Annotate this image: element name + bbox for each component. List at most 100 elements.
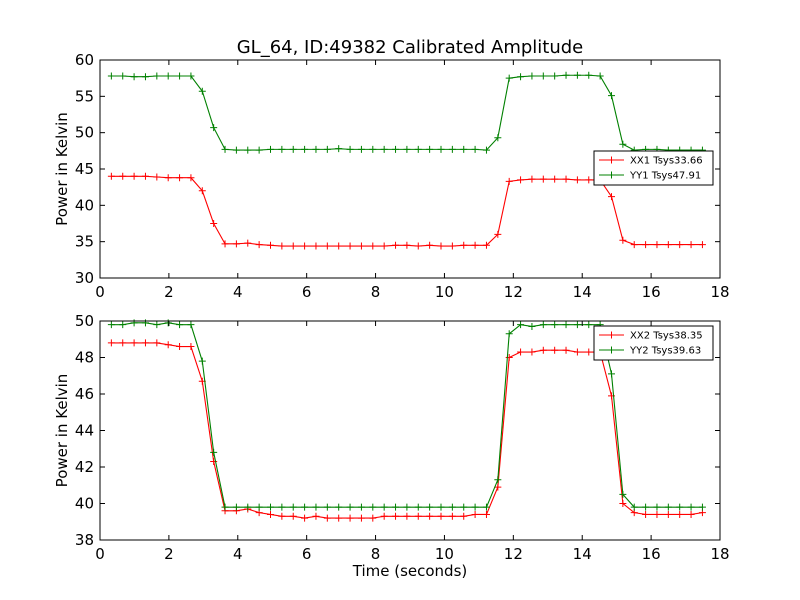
data-point (187, 321, 195, 329)
data-point (357, 514, 365, 522)
data-point (403, 145, 411, 153)
data-point (346, 503, 354, 511)
data-point (676, 241, 684, 249)
y-tick-label: 40 (75, 495, 94, 513)
data-point (494, 476, 502, 484)
data-point (642, 503, 650, 511)
x-tick-label: 8 (371, 545, 381, 563)
x-tick-label: 12 (504, 283, 523, 301)
data-point (528, 175, 536, 183)
data-point (267, 241, 274, 249)
data-point (380, 242, 388, 250)
data-point (312, 512, 320, 520)
data-point (426, 145, 434, 153)
data-point (255, 503, 263, 511)
data-point (687, 510, 695, 518)
data-point (176, 321, 184, 329)
data-point (232, 503, 240, 511)
y-tick-label: 55 (75, 87, 94, 105)
data-point (141, 319, 149, 327)
data-point (119, 172, 127, 180)
data-point (312, 242, 320, 250)
data-point (482, 146, 490, 154)
data-point (653, 503, 661, 511)
data-point (107, 321, 115, 329)
y-tick-label: 50 (75, 312, 94, 330)
data-point (107, 339, 115, 347)
x-axis-label: Time (seconds) (352, 562, 468, 580)
data-point (198, 357, 206, 365)
data-point (642, 510, 650, 518)
data-point (164, 319, 172, 327)
data-point (505, 74, 513, 82)
data-point (130, 172, 138, 180)
data-point (471, 241, 479, 249)
legend-box (593, 150, 714, 186)
data-point (414, 503, 422, 511)
data-point (517, 176, 525, 184)
data-point (539, 321, 547, 329)
data-point (562, 71, 570, 79)
data-point (346, 145, 354, 153)
data-point (494, 134, 502, 142)
data-point (426, 503, 434, 511)
data-point (596, 72, 604, 80)
x-tick-label: 14 (573, 283, 592, 301)
data-point (585, 321, 593, 329)
data-point (414, 145, 422, 153)
data-point (460, 145, 468, 153)
data-point (176, 72, 184, 80)
y-tick-label: 30 (75, 269, 94, 287)
data-point (289, 503, 297, 511)
data-point (573, 176, 581, 184)
y-tick-label: 45 (75, 160, 94, 178)
legend-label: XX1 Tsys33.66 (630, 156, 703, 167)
data-point (619, 490, 627, 498)
data-point (562, 175, 570, 183)
legend-box (593, 325, 714, 361)
data-point (608, 92, 615, 100)
data-point (164, 341, 172, 349)
x-tick-label: 2 (164, 283, 174, 301)
data-point (471, 145, 479, 153)
data-point (153, 173, 161, 181)
legend-marker (608, 171, 615, 179)
y-axis-label: Power in Kelvin (53, 374, 71, 488)
data-point (107, 172, 115, 180)
x-tick-label: 0 (95, 283, 105, 301)
data-point (141, 73, 149, 81)
data-point (539, 72, 547, 80)
data-point (232, 146, 240, 154)
data-point (141, 172, 149, 180)
data-point (141, 339, 149, 347)
x-tick-label: 6 (302, 283, 312, 301)
y-tick-label: 38 (75, 531, 94, 549)
data-point (312, 503, 320, 511)
data-point (619, 140, 627, 148)
data-point (278, 145, 286, 153)
data-point (210, 220, 218, 227)
legend-label: XX2 Tsys38.35 (630, 331, 703, 342)
data-point (210, 124, 218, 132)
data-point (369, 242, 377, 250)
data-point (346, 242, 354, 250)
data-point (437, 503, 445, 511)
data-point (221, 240, 229, 248)
data-point (369, 503, 377, 511)
y-tick-label: 42 (75, 458, 94, 476)
legend-marker (608, 156, 615, 164)
data-point (221, 503, 229, 511)
x-tick-label: 16 (642, 283, 661, 301)
data-point (323, 242, 331, 250)
data-point (244, 146, 252, 154)
data-point (448, 503, 456, 511)
data-point (301, 514, 309, 522)
data-point (528, 322, 536, 330)
legend: XX2 Tsys38.35 YY2 Tsys39.63 (593, 325, 714, 361)
data-point (232, 240, 240, 248)
chart-title: GL_64, ID:49382 Calibrated Amplitude (237, 37, 584, 58)
legend-label: YY1 Tsys47.91 (629, 171, 701, 182)
data-point (608, 193, 615, 201)
data-point (357, 242, 365, 250)
